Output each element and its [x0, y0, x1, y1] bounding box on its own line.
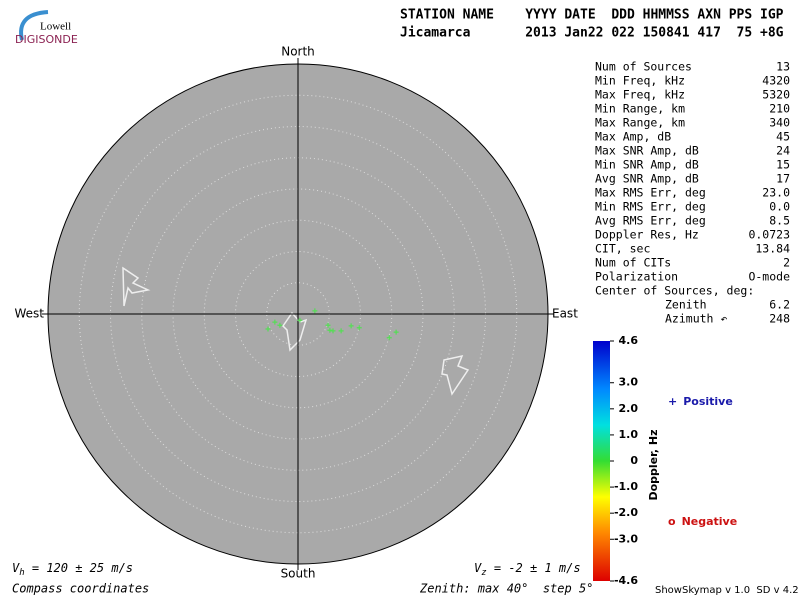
velocity-arrow	[441, 354, 470, 396]
stat-value: 13	[776, 60, 790, 74]
vh-text: = 120 ± 25 m/s	[25, 561, 133, 575]
vz: Vz = -2 ± 1 m/s	[474, 561, 581, 578]
source-point	[348, 323, 354, 329]
compass-north: North	[281, 45, 315, 59]
stat-value: 23.0	[762, 186, 790, 200]
logo-top: Lowell	[40, 21, 71, 33]
stat-label: Max RMS Err, deg	[595, 186, 706, 200]
logo-swoosh	[19, 10, 49, 41]
center-value: 6.2	[769, 298, 790, 312]
vh-symbol: V	[12, 561, 20, 575]
stat-label: Polarization	[595, 270, 678, 284]
stat-value: 13.84	[755, 242, 790, 256]
zenith-note: Zenith: max 40° step 5°	[419, 582, 593, 596]
version: ShowSkymap v 1.0 SD v 4.2	[655, 585, 799, 596]
stat-label: Min SNR Amp, dB	[595, 158, 699, 172]
legend-symbol: +	[668, 395, 677, 408]
source-point	[297, 317, 303, 323]
stat-label: Min Freq, kHz	[595, 74, 685, 88]
stat-value: O-mode	[748, 270, 790, 284]
compass-east: East	[552, 307, 578, 321]
stat-label: Avg RMS Err, deg	[595, 214, 706, 228]
source-point	[338, 328, 344, 334]
stat-label: Min RMS Err, deg	[595, 200, 706, 214]
colorbar-tick-label: -3.0	[614, 532, 638, 545]
vh: Vh = 120 ± 25 m/s	[12, 561, 133, 578]
center-value: 248	[769, 312, 790, 326]
legend-item: o Negative	[668, 515, 737, 528]
stat-label: Max Amp, dB	[595, 130, 671, 144]
coords-note: Compass coordinates	[12, 582, 149, 596]
stat-label: Doppler Res, Hz	[595, 228, 699, 242]
stat-label: Avg SNR Amp, dB	[595, 172, 699, 186]
stat-value: 0.0723	[748, 228, 790, 242]
stat-label: Min Range, km	[595, 102, 685, 116]
vz-text: = -2 ± 1 m/s	[487, 561, 581, 575]
center-label: Azimuth ↶	[665, 312, 727, 326]
source-point	[277, 322, 283, 328]
stat-value: 210	[769, 102, 790, 116]
stat-value: 8.5	[769, 214, 790, 228]
compass-west: West	[14, 307, 44, 321]
stat-label: Num of Sources	[595, 60, 692, 74]
colorbar-tick-label: -2.0	[614, 506, 638, 519]
source-point	[265, 326, 271, 332]
source-point	[356, 325, 362, 331]
colorbar-tick-label: 3.0	[619, 376, 639, 389]
stat-value: 17	[776, 172, 790, 186]
vh-sub: h	[19, 568, 24, 578]
source-point	[386, 335, 392, 341]
colorbar-tick-label: -1.0	[614, 480, 638, 493]
stat-value: 45	[776, 130, 790, 144]
colorbar-tick-label: 4.6	[619, 334, 639, 347]
source-point	[312, 308, 318, 314]
stat-value: 4320	[762, 74, 790, 88]
stat-label: Max Range, km	[595, 116, 685, 130]
legend-item: + Positive	[668, 395, 733, 408]
stat-value: 24	[776, 144, 790, 158]
vz-sub: z	[481, 568, 486, 578]
stat-label: Max Freq, kHz	[595, 88, 685, 102]
colorbar-tick-label: 1.0	[619, 428, 639, 441]
header-line: Jicamarca 2013 Jan22 022 150841 417 75 +…	[400, 26, 784, 41]
stat-value: 340	[769, 116, 790, 130]
stat-value: 0.0	[769, 200, 790, 214]
skymap-plot	[42, 58, 554, 570]
velocity-arrow	[122, 266, 151, 307]
source-point	[330, 328, 336, 334]
source-point	[393, 329, 399, 335]
source-point	[327, 327, 333, 333]
center-title: Center of Sources, deg:	[595, 284, 754, 298]
legend-label: Positive	[683, 395, 733, 408]
stat-value: 15	[776, 158, 790, 172]
colorbar-tick-label: 0	[630, 454, 638, 467]
source-point	[272, 319, 278, 325]
legend-symbol: o	[668, 515, 676, 528]
stat-label: Num of CITs	[595, 256, 671, 270]
source-point	[325, 322, 331, 328]
colorbar	[593, 341, 610, 581]
header-line: STATION NAME YYYY DATE DDD HHMMSS AXN PP…	[400, 8, 784, 23]
legend-label: Negative	[682, 515, 738, 528]
colorbar-tick-label: -4.6	[614, 574, 638, 587]
logo-bottom: DIGISONDE	[15, 33, 78, 46]
colorbar-label: Doppler, Hz	[647, 429, 660, 500]
compass-south: South	[281, 567, 316, 581]
stat-value: 2	[783, 256, 790, 270]
colorbar-tick-label: 2.0	[619, 402, 639, 415]
stat-label: CIT, sec	[595, 242, 650, 256]
center-label: Zenith	[665, 298, 707, 312]
stat-value: 5320	[762, 88, 790, 102]
vz-symbol: V	[474, 561, 482, 575]
stat-label: Max SNR Amp, dB	[595, 144, 699, 158]
